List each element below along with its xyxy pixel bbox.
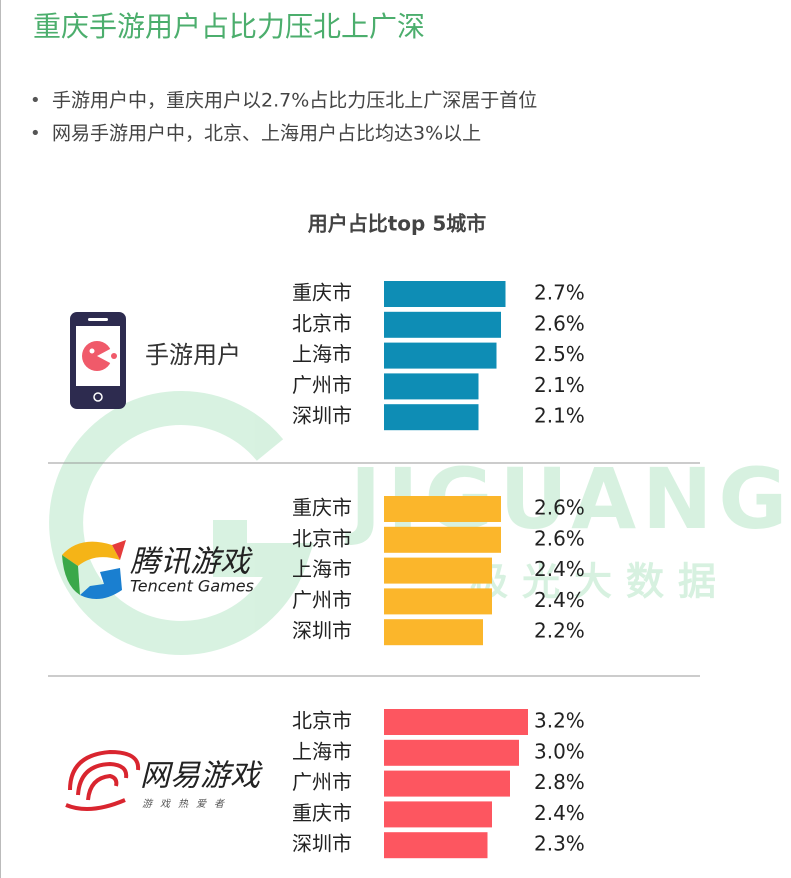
group-label: 腾讯游戏 <box>130 545 253 580</box>
phone-icon <box>70 312 126 409</box>
bar <box>384 557 492 584</box>
category-label: 上海市 <box>292 739 352 763</box>
group-sublabel: 游戏热爱者 <box>142 798 232 810</box>
category-label: 上海市 <box>292 557 352 581</box>
value-label: 2.1% <box>534 404 585 428</box>
category-label: 重庆市 <box>292 496 352 520</box>
value-label: 3.2% <box>534 709 585 733</box>
category-label: 北京市 <box>292 311 352 335</box>
value-label: 2.6% <box>534 526 585 550</box>
value-label: 2.1% <box>534 373 585 397</box>
bar <box>384 801 492 828</box>
value-label: 2.6% <box>534 311 585 335</box>
bar <box>384 832 488 859</box>
value-label: 2.4% <box>534 801 585 825</box>
category-label: 北京市 <box>292 709 352 733</box>
value-label: 2.3% <box>534 832 585 856</box>
watermark-shape <box>49 391 314 655</box>
tencent-logo <box>62 540 126 599</box>
bar <box>384 709 528 735</box>
category-label: 广州市 <box>292 373 352 397</box>
bar <box>384 404 479 431</box>
category-label: 深圳市 <box>292 404 352 428</box>
page-title: 重庆手游用户占比力压北上广深 <box>33 10 425 43</box>
category-label: 重庆市 <box>292 801 352 825</box>
bar <box>384 496 501 522</box>
bar <box>384 342 497 369</box>
bar <box>384 311 501 338</box>
netease-logo <box>65 749 141 811</box>
group-label: 手游用户 <box>145 341 241 369</box>
category-label: 重庆市 <box>292 281 352 305</box>
category-label: 广州市 <box>292 588 352 612</box>
group-label: 网易游戏 <box>140 759 263 794</box>
value-label: 3.0% <box>534 739 585 763</box>
value-label: 2.7% <box>534 281 585 305</box>
value-label: 2.6% <box>534 496 585 520</box>
bullet-dot: • <box>30 123 41 144</box>
value-label: 2.2% <box>534 619 585 643</box>
category-label: 上海市 <box>292 342 352 366</box>
value-label: 2.4% <box>534 588 585 612</box>
watermark-name: 极光大数据 <box>470 560 730 604</box>
bar <box>384 373 479 400</box>
group-sublabel: Tencent Games <box>130 577 254 596</box>
bullet: 网易手游用户中，北京、上海用户占比均达3%以上 <box>52 123 481 145</box>
value-label: 2.8% <box>534 770 585 794</box>
bar <box>384 770 510 797</box>
bar <box>384 526 501 553</box>
category-label: 广州市 <box>292 770 352 794</box>
chart-title: 用户占比top 5城市 <box>308 212 487 236</box>
bullet: 手游用户中，重庆用户以2.7%占比力压北上广深居于首位 <box>52 90 537 112</box>
bar <box>384 619 483 646</box>
bar <box>384 281 506 307</box>
value-label: 2.5% <box>534 342 585 366</box>
bullet-dot: • <box>30 90 41 111</box>
value-label: 2.4% <box>534 557 585 581</box>
bar <box>384 739 519 766</box>
category-label: 深圳市 <box>292 619 352 643</box>
category-label: 深圳市 <box>292 832 352 856</box>
category-label: 北京市 <box>292 526 352 550</box>
bar <box>384 588 492 615</box>
